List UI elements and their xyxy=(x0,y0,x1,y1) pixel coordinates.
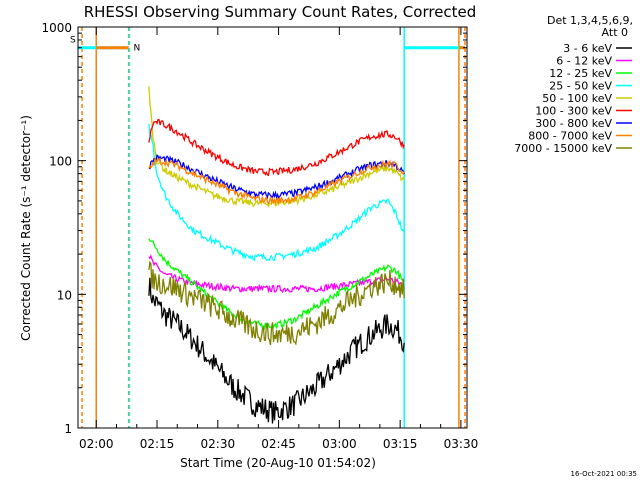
x-tick-label-1: 02:15 xyxy=(140,437,175,451)
y-tick-label-1: 10 xyxy=(57,288,72,302)
series-line-1 xyxy=(148,277,405,424)
annotation-s: S xyxy=(70,36,76,46)
x-axis-label: Start Time (20-Aug-10 01:54:02) xyxy=(180,456,376,470)
series-line-4 xyxy=(148,123,405,262)
series-line-9 xyxy=(148,260,405,346)
legend-header-line-2: Att 0 xyxy=(602,26,628,39)
x-tick-label-0: 02:00 xyxy=(79,437,114,451)
x-tick-label-2: 02:30 xyxy=(201,437,236,451)
legend-label-2: 6 - 12 keV xyxy=(556,55,612,68)
legend-label-3: 12 - 25 keV xyxy=(549,67,612,80)
y-axis: 1 10 100 1000 xyxy=(41,21,467,436)
y-tick-label-3: 1000 xyxy=(41,21,72,35)
series-line-3 xyxy=(148,238,405,330)
x-tick-label-4: 03:00 xyxy=(322,437,357,451)
x-tick-label-3: 02:45 xyxy=(261,437,296,451)
x-tick-label-5: 03:15 xyxy=(383,437,418,451)
y-tick-label-0: 1 xyxy=(64,422,72,436)
legend-label-9: 7000 - 15000 keV xyxy=(514,142,612,155)
x-axis: 02:00 02:15 02:30 02:45 03:00 03:15 03:30 xyxy=(79,27,478,451)
annotation-n: N xyxy=(133,44,140,54)
legend-label-1: 3 - 6 keV xyxy=(563,42,612,55)
series-line-6 xyxy=(148,118,405,177)
legend-label-6: 100 - 300 keV xyxy=(535,105,612,118)
plot-area: SN xyxy=(70,27,466,428)
legend-label-8: 800 - 7000 keV xyxy=(528,130,612,143)
generation-timestamp: 16-Oct-2021 00:35 xyxy=(571,470,637,478)
y-tick-label-2: 100 xyxy=(49,155,72,169)
y-axis-label: Corrected Count Rate (s⁻¹ detector⁻¹) xyxy=(19,115,33,341)
series-line-5 xyxy=(148,86,405,209)
x-tick-label-6: 03:30 xyxy=(444,437,479,451)
legend-label-4: 25 - 50 keV xyxy=(549,80,612,93)
chart-title: RHESSI Observing Summary Count Rates, Co… xyxy=(84,3,477,21)
plot-frame xyxy=(77,26,468,429)
legend-header-line-1: Det 1,3,4,5,6,9, xyxy=(547,14,633,27)
series-line-2 xyxy=(148,254,405,294)
series-line-7 xyxy=(148,154,405,200)
series-line-8 xyxy=(148,157,405,206)
legend-label-5: 50 - 100 keV xyxy=(542,92,612,105)
legend-label-7: 300 - 800 keV xyxy=(535,117,612,130)
